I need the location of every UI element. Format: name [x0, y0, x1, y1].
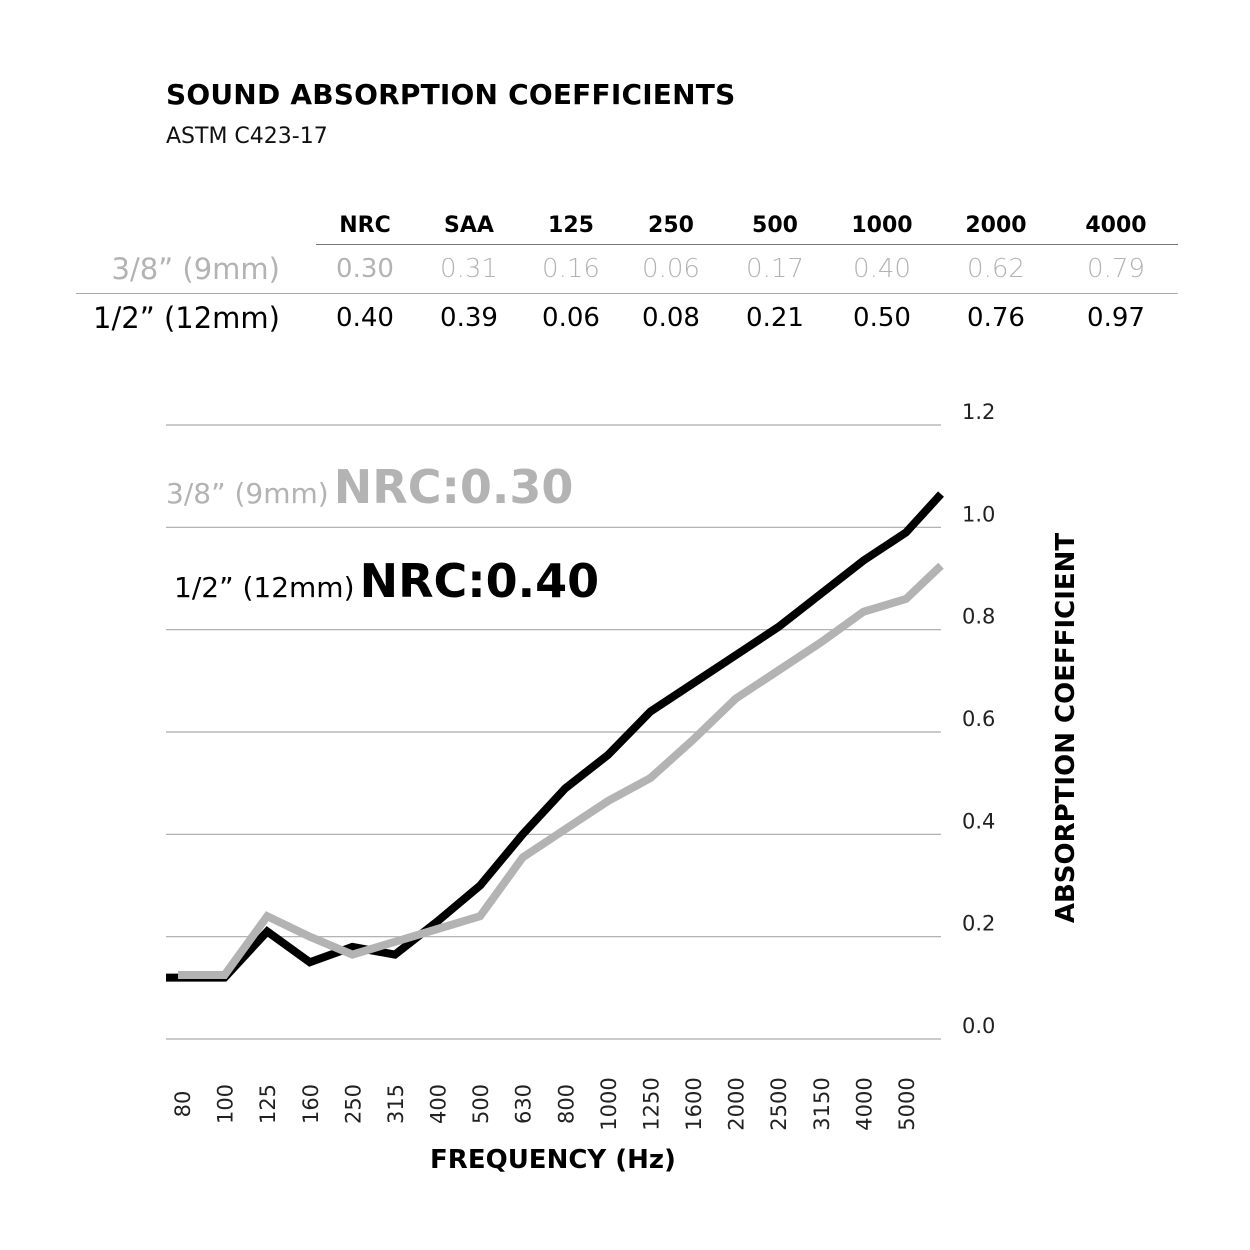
x-tick-label: 630	[512, 1084, 536, 1124]
x-tick-label: 500	[469, 1084, 493, 1124]
table-cell: 0.50	[853, 303, 911, 333]
table-cell: 0.79	[1054, 244, 1178, 294]
table-cell: 0.40	[826, 244, 938, 294]
table-cell: 0.31	[414, 244, 524, 294]
table-row: 1/2” (12mm) 0.40 0.39 0.06 0.08 0.21 0.5…	[76, 294, 1178, 343]
table-header-cell: 250	[618, 200, 724, 245]
y-tick-label: 0.6	[962, 707, 995, 731]
y-tick-label: 0.4	[962, 809, 995, 833]
series-line-three-eighths-inch	[178, 562, 944, 979]
series-lines	[166, 491, 944, 982]
table-header-cell: NRC	[316, 200, 414, 245]
x-tick-labels: 80 100 125 160 250 315 400 500 630 800 1000 1250 160…	[171, 1077, 919, 1130]
annotation-thin-size: 3/8” (9mm)	[166, 477, 329, 510]
chart-subtitle: ASTM C423-17	[166, 124, 328, 149]
series-line-half-inch	[166, 491, 944, 982]
y-tick-label: 0.8	[962, 605, 995, 629]
table-cell: 0.39	[440, 303, 498, 333]
y-tick-labels: 0.0 0.2 0.4 0.6 0.8 1.0 1.2	[962, 400, 995, 1038]
table-header-cell: 2000	[938, 200, 1054, 245]
table-header-row: NRC SAA 125 250 500 1000 2000 4000	[76, 200, 1178, 245]
x-tick-label: 160	[299, 1084, 323, 1124]
table-cell: 0.62	[938, 244, 1054, 294]
table-header-cell: 500	[724, 200, 826, 245]
table-cell: 0.76	[967, 303, 1025, 333]
x-tick-label: 125	[256, 1084, 280, 1124]
x-tick-label: 400	[427, 1084, 451, 1124]
table-header-cell: 1000	[826, 200, 938, 245]
x-tick-label: 1600	[682, 1077, 706, 1130]
x-tick-label: 4000	[852, 1077, 876, 1130]
x-tick-label: 5000	[895, 1077, 919, 1130]
table-cell: 0.17	[724, 244, 826, 294]
x-tick-label: 1250	[639, 1077, 663, 1130]
table-cell: 0.21	[746, 303, 804, 333]
x-axis-label: FREQUENCY (Hz)	[430, 1145, 676, 1175]
table-header-cell: SAA	[414, 200, 524, 245]
annotation-thin-nrc: NRC:0.30	[333, 460, 574, 514]
annotation-thick-size: 1/2” (12mm)	[174, 571, 355, 604]
table-row: 3/8” (9mm) 0.30 0.31 0.16 0.06 0.17 0.40…	[76, 244, 1178, 294]
y-tick-label: 0.0	[962, 1014, 995, 1038]
x-tick-label: 3150	[810, 1077, 834, 1130]
annotation-thin: 3/8” (9mm) NRC:0.30	[166, 460, 573, 514]
table-cell: 0.06	[618, 244, 724, 294]
chart-title: SOUND ABSORPTION COEFFICIENTS	[166, 78, 736, 111]
x-tick-label: 80	[171, 1091, 195, 1118]
x-tick-label: 2000	[725, 1077, 749, 1130]
x-tick-label: 315	[384, 1084, 408, 1124]
table-header-cell: 4000	[1054, 200, 1178, 245]
table-cell: 0.06	[542, 303, 600, 333]
row-label: 3/8” (9mm)	[76, 244, 316, 294]
table-cell: 0.30	[316, 244, 414, 294]
table-cell: 0.97	[1087, 303, 1145, 333]
annotation-thick-nrc: NRC:0.40	[359, 554, 600, 608]
coefficient-table: NRC SAA 125 250 500 1000 2000 4000 3/8” …	[76, 200, 1178, 342]
y-tick-label: 0.2	[962, 912, 995, 936]
y-axis-label: ABSORPTION COEFFICIENT	[1051, 533, 1081, 924]
table-header-cell: 125	[524, 200, 618, 245]
y-tick-label: 1.0	[962, 502, 995, 526]
y-tick-label: 1.2	[962, 400, 995, 424]
annotation-thick: 1/2” (12mm) NRC:0.40	[174, 554, 599, 608]
x-tick-label: 100	[214, 1084, 238, 1124]
row-label: 1/2” (12mm)	[93, 301, 280, 335]
x-tick-label: 2500	[767, 1077, 791, 1130]
x-tick-label: 1000	[597, 1077, 621, 1130]
table-cell: 0.40	[336, 303, 394, 333]
x-tick-label: 800	[554, 1084, 578, 1124]
table-cell: 0.16	[524, 244, 618, 294]
x-tick-label: 250	[341, 1084, 365, 1124]
table-cell: 0.08	[642, 303, 700, 333]
